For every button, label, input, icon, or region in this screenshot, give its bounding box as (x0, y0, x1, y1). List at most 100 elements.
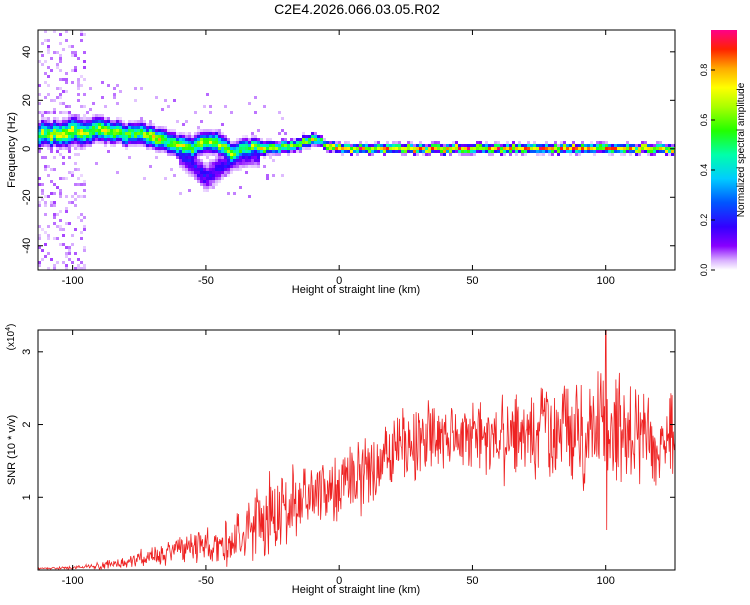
spectrogram-cell (404, 150, 407, 153)
spectrogram-cell (230, 153, 233, 156)
spectrogram-cell (371, 147, 374, 150)
spectrogram-cell (68, 111, 71, 114)
spectrogram-cell (239, 165, 242, 168)
spectrogram-cell (59, 243, 62, 246)
spectrogram-cell (134, 132, 137, 135)
spectrogram-cell (149, 120, 152, 123)
spectrogram-cell (182, 135, 185, 138)
spectrogram-cell (83, 60, 86, 63)
spectrogram-cell (617, 144, 620, 147)
spectrogram-cell (662, 150, 665, 153)
spectrogram-cell (83, 180, 86, 183)
spectrogram-cell (215, 138, 218, 141)
spectrogram-cell (122, 123, 125, 126)
spectrogram-cell (629, 147, 632, 150)
spectrogram-cell (644, 144, 647, 147)
spectrogram-cell (161, 150, 164, 153)
spectrogram-cell (143, 123, 146, 126)
spectrogram-cell (644, 141, 647, 144)
spectrogram-cell (308, 135, 311, 138)
spectrogram-cell (392, 147, 395, 150)
spectrogram-cell (50, 111, 53, 114)
spectrogram-cell (593, 147, 596, 150)
spectrogram-cell (266, 138, 269, 141)
spectrogram-cell (209, 165, 212, 168)
spectrogram-cell (119, 141, 122, 144)
spectrogram-cell (56, 261, 59, 264)
spectrogram-cell (335, 144, 338, 147)
spectrogram-cell (227, 150, 230, 153)
spectrogram-cell (596, 141, 599, 144)
spectrogram-cell (44, 204, 47, 207)
spectrogram-cell (200, 180, 203, 183)
spectrogram-cell (80, 84, 83, 87)
spectrogram-cell (53, 168, 56, 171)
spectrogram-cell (83, 66, 86, 69)
spectrogram-cell (167, 144, 170, 147)
spectrogram-cell (362, 147, 365, 150)
spectrogram-cell (341, 144, 344, 147)
spectrogram-cell (107, 135, 110, 138)
spectrogram-cell (647, 144, 650, 147)
spectrogram-cell (557, 144, 560, 147)
spectrogram-cell (257, 156, 260, 159)
spectrogram-cell (209, 177, 212, 180)
spectrogram-cell (245, 138, 248, 141)
spectrogram-cell (164, 126, 167, 129)
spectrogram-cell (83, 141, 86, 144)
spectrogram-cell (62, 177, 65, 180)
spectrogram-cell (275, 144, 278, 147)
spectrogram-cell (263, 144, 266, 147)
spectrogram-cell (38, 237, 41, 240)
spectrogram-cell (206, 174, 209, 177)
spectrogram-cell (491, 153, 494, 156)
spectrogram-cell (263, 153, 266, 156)
spectrogram-cell (263, 150, 266, 153)
spectrogram-cell (212, 129, 215, 132)
spectrogram-cell (155, 150, 158, 153)
spectrogram-cell (92, 123, 95, 126)
spectrogram-cell (41, 129, 44, 132)
spectrogram-cell (212, 174, 215, 177)
spectrogram-cell (281, 150, 284, 153)
spectrogram-cell (473, 150, 476, 153)
spectrogram-cell (419, 144, 422, 147)
spectrogram-cell (71, 144, 74, 147)
spectrogram-cell (89, 87, 92, 90)
spectrogram-cell (44, 165, 47, 168)
spectrogram-cell (74, 129, 77, 132)
spectrogram-cell (56, 132, 59, 135)
spectrogram-cell (254, 144, 257, 147)
spectrogram-cell (287, 144, 290, 147)
spectrogram-cell (236, 165, 239, 168)
spectrogram-cell (53, 213, 56, 216)
spectrogram-cell (419, 147, 422, 150)
spectrogram-cell (71, 129, 74, 132)
spectrogram-cell (557, 147, 560, 150)
spectrogram-cell (185, 168, 188, 171)
spectrogram-cell (548, 147, 551, 150)
spectrogram-cell (47, 138, 50, 141)
spectrogram-cell (326, 144, 329, 147)
spectrogram-cell (65, 30, 68, 33)
spectrogram-cell (212, 144, 215, 147)
spectrogram-cell (491, 147, 494, 150)
spectrogram-cell (443, 144, 446, 147)
spectrogram-cell (56, 237, 59, 240)
spectrogram-cell (200, 153, 203, 156)
spectrogram-cell (323, 141, 326, 144)
spectrogram-cell (338, 150, 341, 153)
spectrogram-cell (215, 165, 218, 168)
spectrogram-cell (119, 123, 122, 126)
spectrogram-cell (203, 144, 206, 147)
spectrogram-cell (74, 132, 77, 135)
spectrogram-cell (116, 135, 119, 138)
spectrogram-cell (65, 90, 68, 93)
spectrogram-cell (44, 30, 47, 33)
spectrogram-cell (83, 135, 86, 138)
spectrogram-cell (500, 147, 503, 150)
spectrogram-cell (185, 165, 188, 168)
spectrogram-cell (587, 150, 590, 153)
spectrogram-cell (461, 153, 464, 156)
spectrogram-cell (98, 129, 101, 132)
